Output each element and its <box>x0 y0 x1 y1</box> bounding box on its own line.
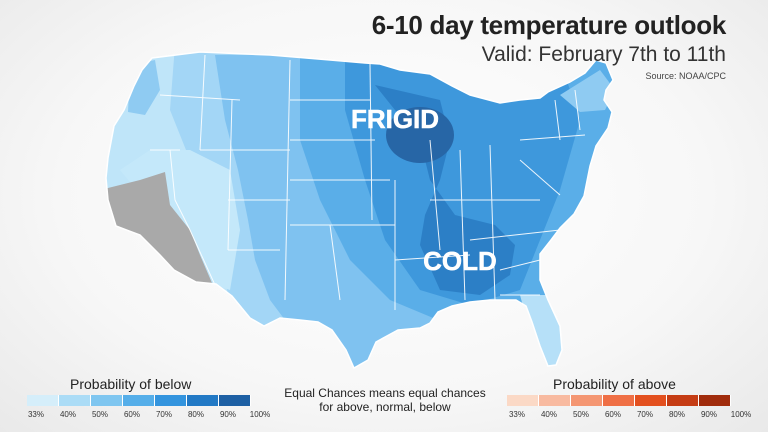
legend-below-tick: 50% <box>91 410 108 419</box>
band-90 <box>386 107 454 163</box>
state-borders <box>150 54 586 310</box>
legend-above-tick: 40% <box>540 410 557 419</box>
legend-above-swatch <box>571 395 603 406</box>
legend-below-swatch <box>187 395 219 406</box>
legend-above-tick: 80% <box>668 410 685 419</box>
cold-label: COLD <box>423 246 497 276</box>
legend-above-title: Probability of above <box>553 376 676 392</box>
frigid-label: FRIGID <box>351 104 439 134</box>
legend-below-swatch <box>59 395 91 406</box>
legend-below-tick: 60% <box>123 410 140 419</box>
legend-above-tick: 50% <box>572 410 589 419</box>
legend-above-swatch <box>699 395 731 406</box>
legend-above-tick: 90% <box>700 410 717 419</box>
legend-below-tick: 100% <box>249 410 271 419</box>
legend-below-tick: 40% <box>59 410 76 419</box>
legend-below-swatches <box>27 395 251 406</box>
legend-below-swatch <box>155 395 187 406</box>
legend-below-swatch <box>219 395 251 406</box>
northeast-light-patch <box>560 70 613 112</box>
legend-above-swatch <box>539 395 571 406</box>
legend-above-tick: 60% <box>604 410 621 419</box>
legend-above-swatches <box>507 395 731 406</box>
legend-above-swatch <box>603 395 635 406</box>
equal-chances-note: Equal Chances means equal chances for ab… <box>284 386 486 414</box>
header: 6-10 day temperature outlook Valid: Febr… <box>371 10 727 81</box>
map-title: 6-10 day temperature outlook <box>371 10 727 40</box>
legend-above-tick: 70% <box>636 410 653 419</box>
legend-below-tick: 33% <box>27 410 44 419</box>
legend-below-swatch <box>27 395 59 406</box>
legend-below-ticks: 33% 40% 50% 60% 70% 80% 90% 100% <box>20 410 276 419</box>
legend-above-ticks: 33% 40% 50% 60% 70% 80% 90% 100% <box>501 410 757 419</box>
legend-above-swatch <box>667 395 699 406</box>
legend-below-tick: 90% <box>219 410 236 419</box>
legend-below-title: Probability of below <box>70 376 192 392</box>
legend-above-swatch <box>507 395 539 406</box>
legend-above-tick: 33% <box>508 410 525 419</box>
source-credit: Source: NOAA/CPC <box>645 71 726 81</box>
equal-chances-region <box>106 172 215 290</box>
legend-below-tick: 70% <box>155 410 172 419</box>
legend-below-tick: 80% <box>187 410 204 419</box>
legend-below-swatch <box>91 395 123 406</box>
legend-above-swatch <box>635 395 667 406</box>
legend-below-swatch <box>123 395 155 406</box>
band-80 <box>375 85 515 295</box>
valid-dates: Valid: February 7th to 11th <box>481 43 726 66</box>
legend-above-tick: 100% <box>730 410 752 419</box>
